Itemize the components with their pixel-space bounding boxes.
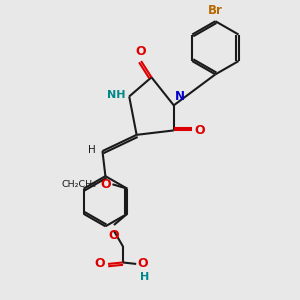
Text: H: H [88, 145, 96, 154]
Text: O: O [137, 257, 148, 270]
Text: NH: NH [107, 90, 126, 100]
Text: N: N [175, 90, 185, 103]
Text: Br: Br [208, 4, 223, 17]
Text: O: O [94, 257, 105, 270]
Text: CH₂CH₃: CH₂CH₃ [61, 180, 96, 189]
Text: O: O [100, 178, 111, 191]
Text: H: H [140, 272, 149, 282]
Text: O: O [195, 124, 205, 137]
Text: O: O [135, 45, 146, 58]
Text: O: O [109, 229, 119, 242]
